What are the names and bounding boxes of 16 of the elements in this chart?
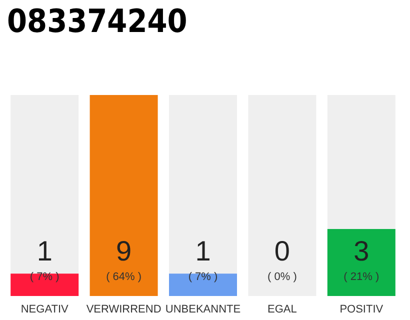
data-label: 9 bbox=[116, 236, 132, 266]
chart-title: 083374240 bbox=[7, 2, 188, 40]
annotation: ( 21% ) bbox=[344, 271, 380, 283]
annotation: ( 0% ) bbox=[268, 271, 297, 283]
x-tick-label: UNBEKANNTE bbox=[165, 304, 241, 316]
data-label: 3 bbox=[354, 236, 370, 266]
data-label: 0 bbox=[274, 236, 290, 266]
x-tick-label: POSITIV bbox=[340, 304, 384, 316]
data-label: 1 bbox=[36, 236, 52, 266]
x-tick-label: VERWIRREND bbox=[86, 304, 162, 316]
annotation: ( 64% ) bbox=[106, 271, 142, 283]
annotation: ( 7% ) bbox=[30, 271, 60, 283]
annotation: ( 7% ) bbox=[188, 271, 218, 283]
x-tick-label: EGAL bbox=[268, 304, 297, 316]
data-label: 1 bbox=[195, 236, 211, 266]
x-tick-label: NEGATIV bbox=[20, 304, 69, 316]
